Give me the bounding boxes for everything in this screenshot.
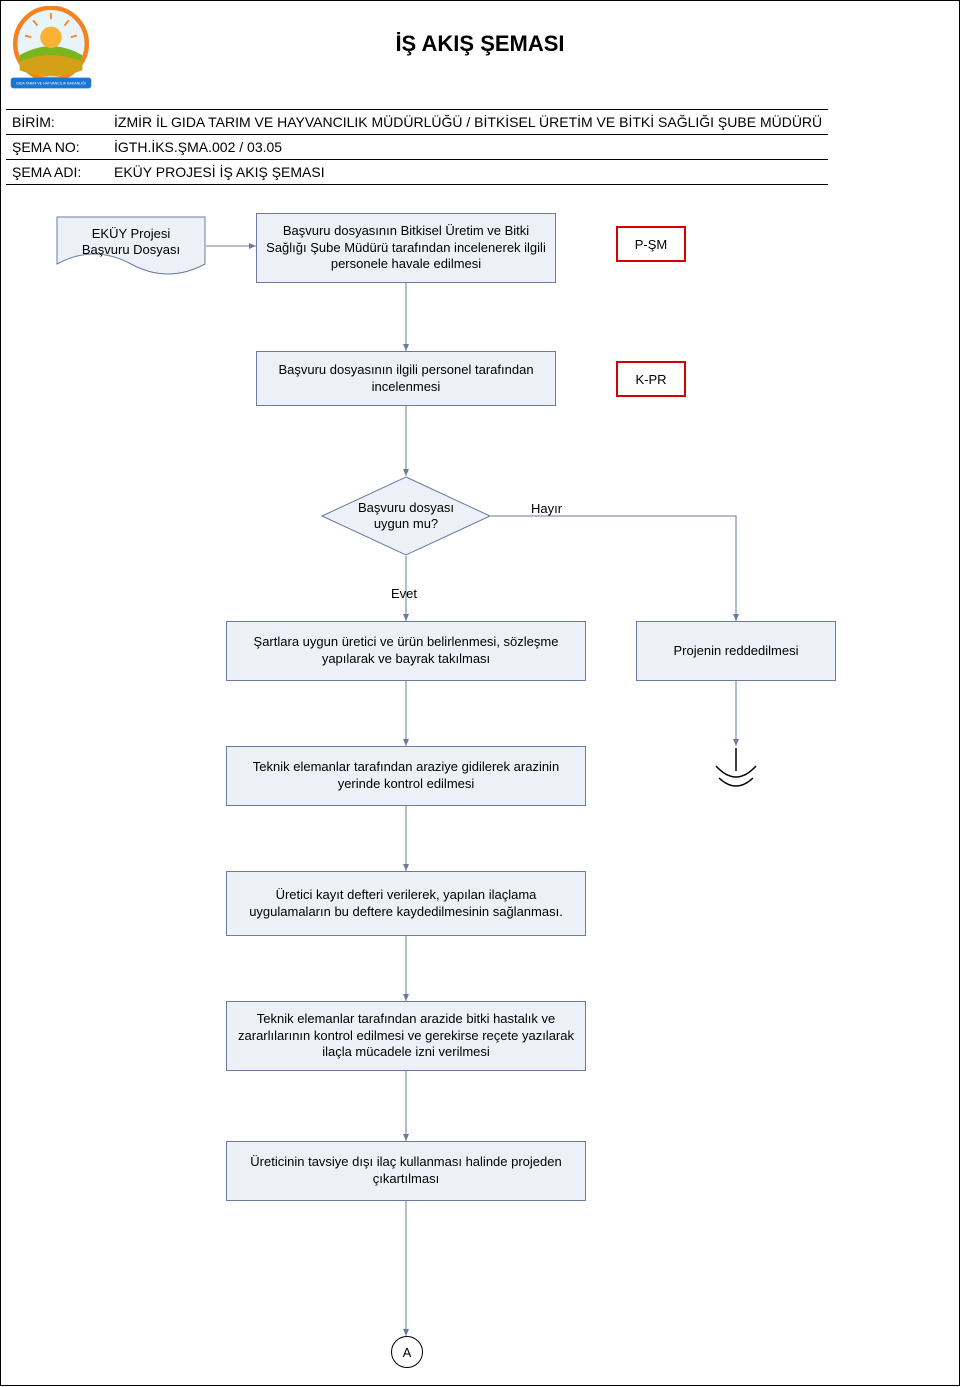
process-p1: Başvuru dosyasının Bitkisel Üretim ve Bi… xyxy=(256,213,556,283)
process-p7: Üreticinin tavsiye dışı ilaç kullanması … xyxy=(226,1141,586,1201)
sema-no-value: İGTH.İKS.ŞMA.002 / 03.05 xyxy=(108,135,828,160)
start-doc-line2: Başvuru Dosyası xyxy=(82,242,180,257)
process-p4: Teknik elemanlar tarafından araziye gidi… xyxy=(226,746,586,806)
terminator-icon xyxy=(706,746,766,806)
process-p6: Teknik elemanlar tarafından arazide bitk… xyxy=(226,1001,586,1071)
sema-adi-label: ŞEMA ADI: xyxy=(6,160,108,185)
sema-no-label: ŞEMA NO: xyxy=(6,135,108,160)
connector-a: A xyxy=(391,1336,423,1368)
redbox-psm: P-ŞM xyxy=(616,226,686,262)
redbox-kpr: K-PR xyxy=(616,361,686,397)
start-doc-line1: EKÜY Projesi xyxy=(92,226,171,241)
decision-d1: Başvuru dosyası uygun mu? xyxy=(321,476,491,561)
decision-line2: uygun mu? xyxy=(374,516,438,531)
process-p5: Üretici kayıt defteri verilerek, yapılan… xyxy=(226,871,586,936)
page-title: İŞ AKIŞ ŞEMASI xyxy=(1,31,959,57)
label-hayir: Hayır xyxy=(531,501,562,516)
sema-adi-value: EKÜY PROJESİ İŞ AKIŞ ŞEMASI xyxy=(108,160,828,185)
process-p3: Şartlara uygun üretici ve ürün belirlenm… xyxy=(226,621,586,681)
start-document: EKÜY Projesi Başvuru Dosyası xyxy=(56,216,206,291)
svg-text:GIDA TARIM VE HAYVANCILIK BAKA: GIDA TARIM VE HAYVANCILIK BAKANLIĞI xyxy=(16,81,86,86)
process-reject: Projenin reddedilmesi xyxy=(636,621,836,681)
label-evet: Evet xyxy=(391,586,417,601)
process-p2: Başvuru dosyasının ilgili personel taraf… xyxy=(256,351,556,406)
page: GIDA TARIM VE HAYVANCILIK BAKANLIĞI İŞ A… xyxy=(0,0,960,1386)
birim-label: BİRİM: xyxy=(6,110,108,135)
decision-line1: Başvuru dosyası xyxy=(358,500,454,515)
header-table: BİRİM: İZMİR İL GIDA TARIM VE HAYVANCILI… xyxy=(6,109,828,185)
birim-value: İZMİR İL GIDA TARIM VE HAYVANCILIK MÜDÜR… xyxy=(108,110,828,135)
